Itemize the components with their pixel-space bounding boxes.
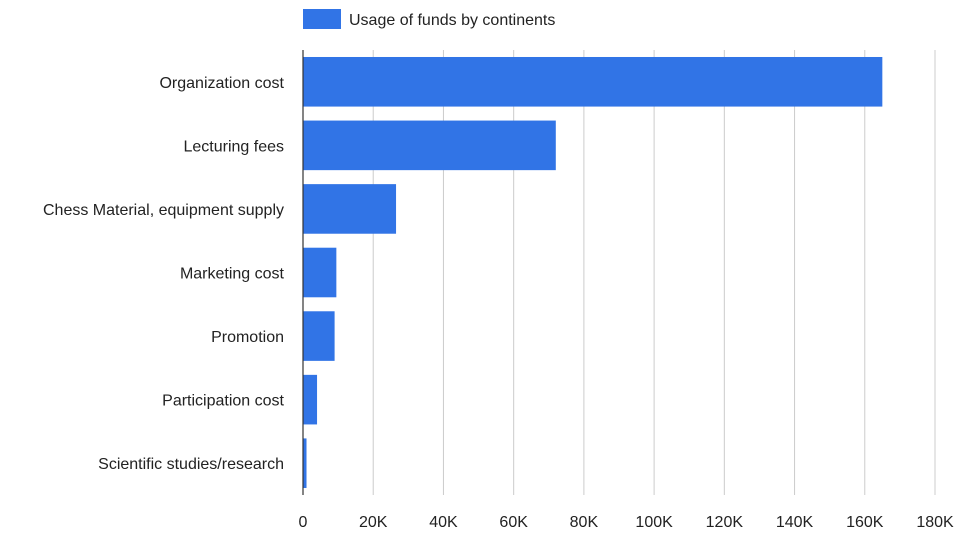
x-tick-label: 60K (499, 514, 528, 531)
x-tick-label: 0 (299, 514, 308, 531)
x-tick-label: 140K (776, 514, 814, 531)
bars (303, 56, 883, 489)
x-tick-label: 180K (916, 514, 954, 531)
bar (303, 56, 883, 107)
category-label: Marketing cost (180, 266, 285, 283)
category-label: Participation cost (162, 393, 284, 410)
category-label: Scientific studies/research (98, 456, 284, 473)
x-tick-label: 20K (359, 514, 388, 531)
category-label: Lecturing fees (183, 138, 284, 155)
bar (303, 184, 397, 234)
legend-label: Usage of funds by continents (349, 12, 555, 29)
x-tick-label: 100K (635, 514, 673, 531)
x-tick-label: 80K (570, 514, 599, 531)
category-label: Chess Material, equipment supply (43, 202, 284, 219)
bar (303, 120, 556, 171)
x-axis-tick-labels: 0 20K 40K 60K 80K 100K 120K 140K 160K 180K (299, 514, 954, 531)
category-label: Organization cost (159, 75, 284, 92)
legend-swatch (303, 9, 341, 29)
bar (303, 438, 307, 489)
bar (303, 247, 337, 298)
category-label: Promotion (211, 329, 284, 346)
x-tick-label: 120K (706, 514, 744, 531)
x-tick-label: 40K (429, 514, 458, 531)
gridlines (372, 50, 936, 495)
x-tick-label: 160K (846, 514, 884, 531)
bar (303, 374, 318, 425)
legend: Usage of funds by continents (303, 9, 555, 29)
bar (303, 311, 335, 361)
category-labels: Organization cost Lecturing fees Chess Mat… (43, 75, 285, 473)
